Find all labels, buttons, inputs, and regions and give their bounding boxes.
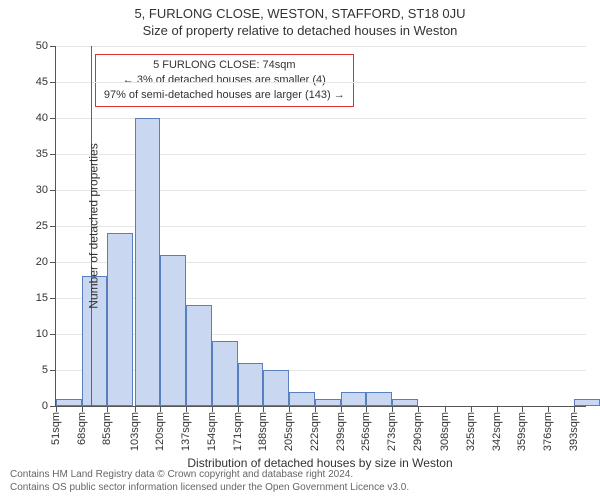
y-tick-label: 0 <box>42 400 56 412</box>
x-tick-label: 51sqm <box>50 412 62 445</box>
histogram-bar <box>574 399 600 406</box>
histogram-bar <box>160 255 186 406</box>
y-axis-title: Number of detached properties <box>87 143 101 308</box>
gridline <box>56 46 586 47</box>
histogram-bar <box>56 399 82 406</box>
y-tick-label: 20 <box>36 256 56 268</box>
x-tick-label: 205sqm <box>283 412 295 451</box>
histogram-bar <box>238 363 264 406</box>
y-tick-label: 35 <box>36 148 56 160</box>
gridline <box>56 82 586 83</box>
histogram-bar <box>135 118 161 406</box>
x-tick-label: 342sqm <box>491 412 503 451</box>
histogram-bar <box>107 233 133 406</box>
x-tick-label: 154sqm <box>206 412 218 451</box>
x-tick-label: 103sqm <box>129 412 141 451</box>
page-subtitle: Size of property relative to detached ho… <box>0 23 600 40</box>
y-tick-label: 5 <box>42 364 56 376</box>
x-tick-label: 308sqm <box>439 412 451 451</box>
histogram-bar <box>212 341 238 406</box>
footer-line-2: Contains OS public sector information li… <box>10 481 409 494</box>
histogram-bar <box>186 305 212 406</box>
x-tick-label: 85sqm <box>101 412 113 445</box>
y-tick-label: 30 <box>36 184 56 196</box>
annotation-line: 5 FURLONG CLOSE: 74sqm <box>104 58 345 73</box>
x-tick-label: 376sqm <box>542 412 554 451</box>
x-tick-label: 290sqm <box>412 412 424 451</box>
x-tick-label: 393sqm <box>568 412 580 451</box>
histogram-bar <box>341 392 367 406</box>
y-tick-label: 50 <box>36 40 56 52</box>
x-tick-label: 239sqm <box>335 412 347 451</box>
x-tick-label: 256sqm <box>360 412 372 451</box>
x-tick-label: 222sqm <box>309 412 321 451</box>
x-tick-label: 273sqm <box>386 412 398 451</box>
x-tick-label: 325sqm <box>465 412 477 451</box>
y-tick-label: 15 <box>36 292 56 304</box>
chart-container: 5 FURLONG CLOSE: 74sqm← 3% of detached h… <box>55 46 585 406</box>
histogram-bar <box>392 399 418 406</box>
y-tick-label: 10 <box>36 328 56 340</box>
x-tick-label: 68sqm <box>76 412 88 445</box>
annotation-line: 97% of semi-detached houses are larger (… <box>104 88 345 103</box>
y-tick-label: 25 <box>36 220 56 232</box>
y-tick-label: 40 <box>36 112 56 124</box>
annotation-box: 5 FURLONG CLOSE: 74sqm← 3% of detached h… <box>95 54 354 107</box>
annotation-line: ← 3% of detached houses are smaller (4) <box>104 73 345 88</box>
footer-line-1: Contains HM Land Registry data © Crown c… <box>10 468 409 481</box>
histogram-bar <box>366 392 392 406</box>
x-tick-label: 359sqm <box>516 412 528 451</box>
x-tick-label: 171sqm <box>232 412 244 451</box>
histogram-bar <box>289 392 315 406</box>
plot-area: 5 FURLONG CLOSE: 74sqm← 3% of detached h… <box>55 46 586 407</box>
page-title: 5, FURLONG CLOSE, WESTON, STAFFORD, ST18… <box>0 6 600 23</box>
x-tick-label: 137sqm <box>180 412 192 451</box>
x-tick-label: 188sqm <box>257 412 269 451</box>
histogram-bar <box>315 399 341 406</box>
footer-attribution: Contains HM Land Registry data © Crown c… <box>10 468 409 494</box>
y-tick-label: 45 <box>36 76 56 88</box>
x-tick-label: 120sqm <box>154 412 166 451</box>
histogram-bar <box>263 370 289 406</box>
chart-header: 5, FURLONG CLOSE, WESTON, STAFFORD, ST18… <box>0 0 600 40</box>
